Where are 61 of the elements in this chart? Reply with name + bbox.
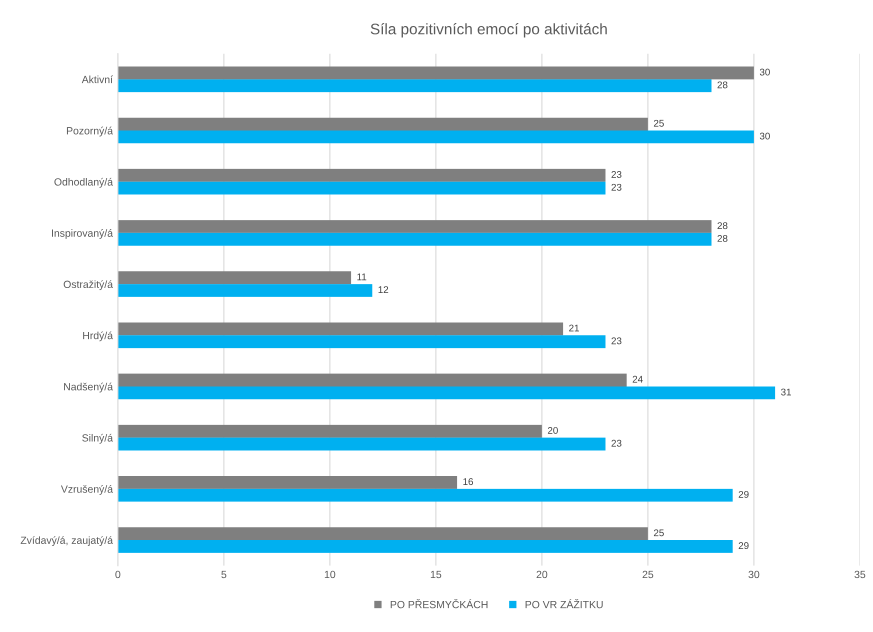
bar	[118, 335, 606, 348]
y-tick-label: Aktivní	[82, 75, 113, 84]
x-tick-label: 20	[536, 570, 548, 578]
data-label: 28	[718, 235, 728, 242]
y-tick-label: Pozorný/á	[66, 126, 113, 137]
data-label: 30	[760, 68, 770, 76]
data-label: 23	[612, 440, 622, 447]
data-label: 24	[632, 376, 643, 383]
bar	[118, 232, 712, 246]
bar	[118, 168, 606, 182]
data-label: 30	[760, 132, 770, 140]
data-label: 25	[654, 529, 664, 536]
data-label: 11	[357, 274, 366, 280]
legend-label: PO PŘESMYČKÁCH	[390, 599, 488, 608]
bar	[118, 424, 542, 438]
bar	[118, 527, 648, 540]
data-label: 25	[654, 120, 664, 127]
x-tick-label: 10	[324, 570, 336, 578]
bar	[118, 374, 627, 386]
bar	[118, 540, 733, 553]
y-tick-label: Silný/á	[82, 434, 113, 444]
legend-label: PO VR ZÁŽITKU	[526, 599, 603, 608]
x-tick-label: 30	[748, 570, 760, 578]
y-tick-label: Zvídavý/á, zaujatý/á	[20, 536, 113, 546]
data-label: 29	[738, 542, 749, 550]
data-label: 28	[718, 222, 728, 230]
data-label: 20	[548, 426, 558, 434]
x-tick-label: 35	[854, 570, 866, 578]
bar	[118, 182, 606, 194]
bar	[118, 476, 458, 489]
bar	[118, 118, 648, 131]
y-tick-label: Nadšený/á	[64, 382, 113, 392]
bar	[118, 284, 372, 297]
data-label: 31	[781, 388, 791, 396]
bar	[118, 79, 712, 92]
data-label: 28	[718, 81, 728, 88]
bar	[118, 271, 352, 284]
x-tick-label: 0	[115, 570, 120, 578]
data-label: 12	[378, 286, 388, 293]
bar	[118, 130, 754, 144]
chart-title: Síla pozitivních emocí po aktivitách	[370, 23, 607, 38]
bar	[118, 438, 606, 450]
y-tick-label: Ostražitý/á	[64, 280, 113, 290]
bar	[118, 220, 712, 233]
bar	[118, 66, 754, 80]
bar	[118, 488, 733, 502]
data-label: 29	[738, 490, 749, 498]
y-tick-label: Inspirovaný/á	[52, 229, 113, 239]
x-tick-label: 5	[221, 570, 226, 578]
data-label: 23	[612, 184, 622, 191]
data-label: 23	[612, 337, 622, 344]
data-label: 23	[612, 171, 622, 178]
bar	[118, 386, 776, 400]
data-label: 21	[569, 324, 579, 332]
bar	[118, 322, 564, 336]
y-tick-label: Vzrušený/á	[60, 485, 113, 495]
y-tick-label: Hrdý/á	[83, 331, 113, 342]
y-tick-label: Odhodlaný/á	[54, 178, 113, 188]
x-tick-label: 25	[642, 570, 654, 578]
x-tick-label: 15	[430, 570, 442, 578]
data-label: 16	[463, 478, 474, 486]
